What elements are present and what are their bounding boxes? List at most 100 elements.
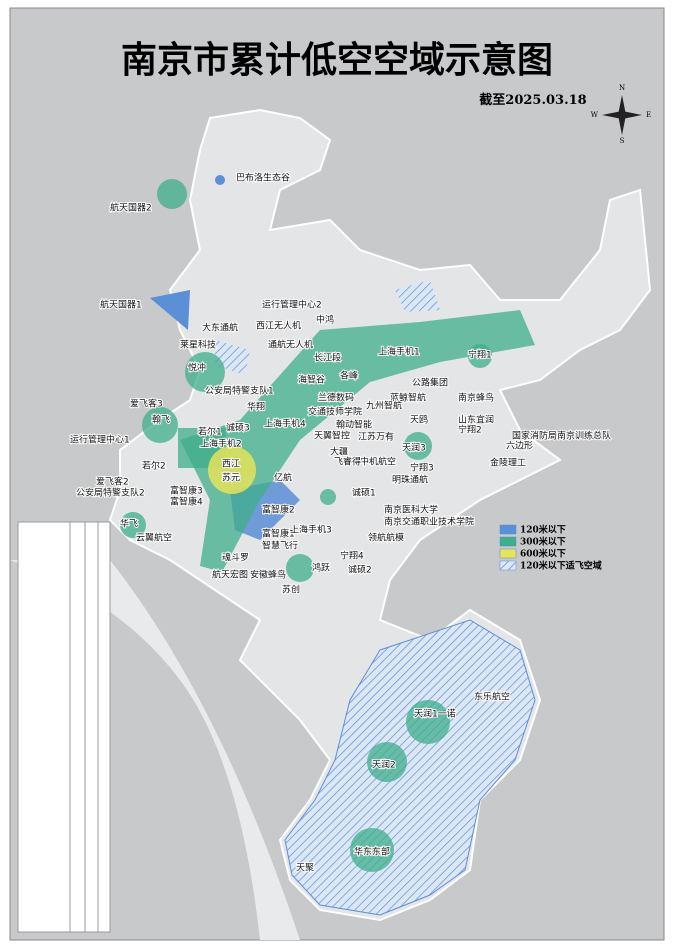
blue-zone — [215, 175, 225, 185]
place-label: 天润3 — [402, 442, 426, 454]
data-table — [17, 521, 111, 933]
place-label: 鸿跃 — [312, 562, 330, 574]
date: 截至2025.03.18 — [479, 92, 586, 108]
place-label: 天聚 — [296, 863, 314, 874]
place-label: 公路集团 — [412, 377, 448, 389]
place-label: 上海手机3 — [290, 524, 332, 536]
place-label: 南京医科大学 — [384, 504, 438, 516]
compass-w: W — [591, 111, 599, 119]
place-label: 江苏万有 — [358, 431, 394, 443]
compass-s: S — [620, 137, 625, 145]
place-label: 富智康2 — [262, 504, 295, 516]
place-label: 明珠通航 — [392, 474, 428, 486]
compass-n: N — [619, 84, 625, 92]
place-label: 苏创 — [282, 584, 300, 596]
place-label: 宁翔3 — [410, 462, 434, 474]
place-label: 安徽蜂鸟 — [250, 569, 286, 581]
place-label: 山东宜润 — [458, 414, 494, 426]
place-label: 大疆 — [330, 446, 348, 458]
place-label: 兰德数码 — [318, 392, 354, 404]
place-label: 诚硕3 — [226, 422, 250, 434]
place-label: 智慧飞行 — [262, 540, 298, 552]
river — [10, 560, 300, 940]
place-label: 西江 — [222, 459, 240, 470]
place-label: 翰动智能 — [336, 419, 372, 431]
green-zone — [120, 512, 146, 538]
place-label: 上海手机4 — [264, 418, 306, 430]
place-label: 南京蜂鸟 — [458, 392, 494, 404]
place-label: 九州智航 — [366, 400, 402, 412]
place-label: 飞睿得 — [334, 456, 361, 468]
place-label: 东乐航空 — [474, 691, 510, 703]
green-zone — [286, 554, 314, 582]
compass-e: E — [646, 111, 651, 119]
place-label: 中机航空 — [360, 456, 396, 468]
place-label: 华飞 — [120, 518, 138, 530]
place-label: 中鸿 — [316, 314, 334, 326]
place-label: 宁翔2 — [458, 424, 482, 436]
place-label: 航天宏图 — [212, 569, 248, 581]
place-label: 领航航模 — [368, 532, 404, 544]
place-label: 南京交通职业技术学院 — [384, 516, 474, 528]
green-zone — [350, 828, 394, 872]
place-label: 华东东部 — [354, 846, 390, 858]
place-label: 天润2 — [372, 759, 396, 771]
place-label: 大东通航 — [202, 322, 238, 334]
place-label: 六边形 — [506, 440, 533, 452]
place-label: 华翔 — [247, 401, 265, 413]
place-label: 航天国器2 — [110, 202, 152, 214]
place-label: 公安局特警支队1 — [205, 385, 274, 397]
legend-swatch — [499, 536, 517, 547]
place-label: 天鸥 — [410, 414, 428, 426]
place-label: 金陵理工 — [490, 457, 526, 469]
place-label: 运行管理中心1 — [70, 434, 130, 446]
yellow-zone — [208, 446, 256, 494]
legend-label: 120米以下适飞空域 — [520, 560, 602, 572]
place-label: 悦冲 — [188, 362, 206, 374]
place-label: 翰飞 — [152, 414, 170, 426]
legend-label: 600米以下 — [520, 548, 566, 560]
green-zones — [120, 179, 535, 872]
blue-zone — [150, 290, 190, 330]
free-zone — [284, 619, 536, 916]
place-label: 航天国器1 — [100, 299, 142, 311]
place-label: 爱飞客3 — [130, 398, 163, 410]
place-label: 诚硕1 — [352, 487, 376, 499]
place-label: 海智谷 — [298, 374, 325, 386]
green-zone — [367, 742, 407, 782]
compass: N S W E — [591, 84, 651, 145]
place-label: 国家消防局南京训练总队 — [512, 430, 611, 442]
place-label: 若尔1 — [198, 426, 222, 438]
place-label: 若尔2 — [142, 460, 166, 472]
place-label: 交通技师学院 — [308, 406, 362, 418]
legend-swatch — [499, 548, 517, 559]
free-zones — [215, 280, 536, 916]
place-label: 各峰 — [340, 370, 358, 382]
place-label: 富智康3 — [170, 485, 203, 497]
place-label: 天翼智控 — [314, 430, 350, 442]
legend-label: 300米以下 — [520, 536, 566, 548]
place-label: 宁翔4 — [340, 550, 364, 562]
place-label: 富智康1 — [262, 528, 295, 540]
place-label: 天润1一诺 — [414, 708, 456, 720]
place-label: 蓝鲸智航 — [390, 392, 426, 404]
green-zone — [320, 489, 336, 505]
green-zone — [406, 700, 450, 744]
title: 南京市累计低空空域示意图 — [121, 39, 553, 81]
place-label: 苏元 — [222, 472, 240, 484]
place-label: 爱飞客2 — [96, 476, 129, 488]
place-label: 公安局特警支队2 — [76, 487, 145, 499]
green-zone — [468, 344, 492, 368]
corridor — [180, 310, 535, 572]
place-label: 上海手机1 — [378, 346, 420, 358]
place-label: 富智康4 — [170, 496, 203, 508]
green-zone — [404, 432, 432, 460]
place-label: 运行管理中心2 — [262, 299, 322, 311]
legend-swatch — [499, 560, 517, 571]
place-label: 宁翔1 — [468, 349, 492, 361]
green-zone — [185, 352, 225, 392]
